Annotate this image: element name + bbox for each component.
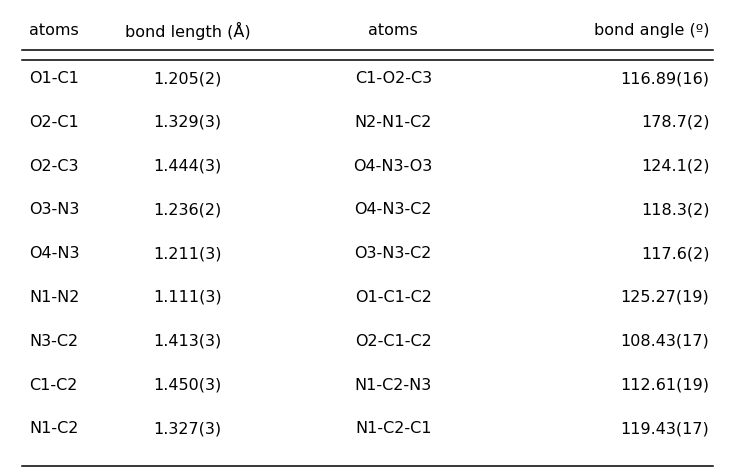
Text: 1.329(3): 1.329(3) [154,115,221,130]
Text: bond angle (º): bond angle (º) [594,23,709,39]
Text: O2-C3: O2-C3 [29,159,79,174]
Text: 1.205(2): 1.205(2) [153,71,222,86]
Text: 178.7(2): 178.7(2) [641,115,709,130]
Text: 124.1(2): 124.1(2) [641,159,709,174]
Text: O2-C1-C2: O2-C1-C2 [355,334,431,349]
Text: N1-C2-N3: N1-C2-N3 [354,377,432,393]
Text: C1-C2: C1-C2 [29,377,78,393]
Text: 1.413(3): 1.413(3) [154,334,221,349]
Text: N1-C2-C1: N1-C2-C1 [355,421,431,436]
Text: N3-C2: N3-C2 [29,334,79,349]
Text: 1.444(3): 1.444(3) [154,159,221,174]
Text: atoms: atoms [368,23,418,39]
Text: 1.111(3): 1.111(3) [153,290,222,305]
Text: 112.61(19): 112.61(19) [620,377,709,393]
Text: O3-N3: O3-N3 [29,202,80,218]
Text: 117.6(2): 117.6(2) [641,246,709,261]
Text: 108.43(17): 108.43(17) [620,334,709,349]
Text: O4-N3: O4-N3 [29,246,80,261]
Text: bond length (Å): bond length (Å) [125,22,250,40]
Text: 1.236(2): 1.236(2) [154,202,221,218]
Text: O2-C1: O2-C1 [29,115,79,130]
Text: O4-N3-O3: O4-N3-O3 [354,159,433,174]
Text: 1.211(3): 1.211(3) [153,246,222,261]
Text: C1-O2-C3: C1-O2-C3 [355,71,431,86]
Text: N1-N2: N1-N2 [29,290,80,305]
Text: O3-N3-C2: O3-N3-C2 [354,246,432,261]
Text: 1.327(3): 1.327(3) [154,421,221,436]
Text: N2-N1-C2: N2-N1-C2 [354,115,432,130]
Text: 118.3(2): 118.3(2) [641,202,709,218]
Text: 1.450(3): 1.450(3) [154,377,221,393]
Text: 116.89(16): 116.89(16) [620,71,709,86]
Text: 119.43(17): 119.43(17) [620,421,709,436]
Text: O4-N3-C2: O4-N3-C2 [354,202,432,218]
Text: N1-C2: N1-C2 [29,421,79,436]
Text: 125.27(19): 125.27(19) [620,290,709,305]
Text: O1-C1: O1-C1 [29,71,79,86]
Text: atoms: atoms [29,23,79,39]
Text: O1-C1-C2: O1-C1-C2 [355,290,431,305]
